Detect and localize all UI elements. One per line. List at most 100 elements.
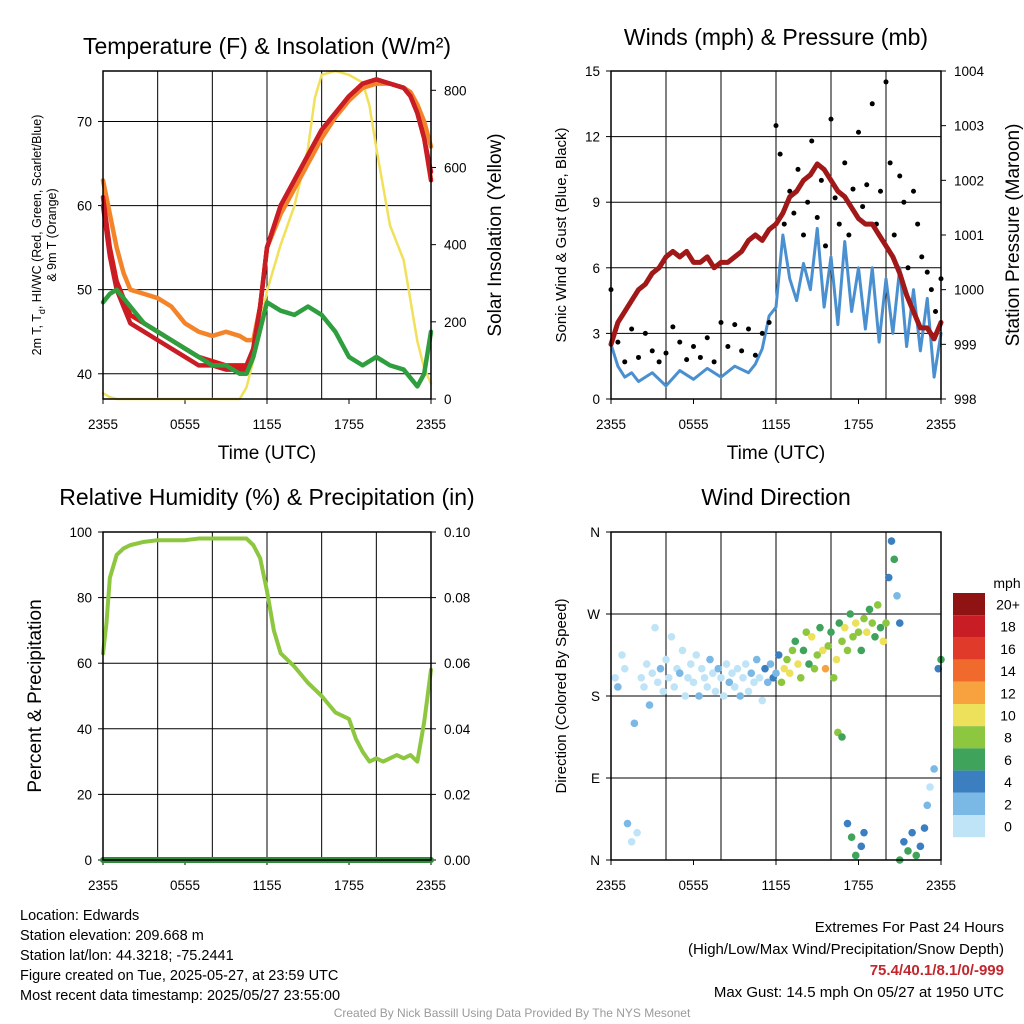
colorbar-label: 18 bbox=[1000, 619, 1016, 635]
direction-point bbox=[664, 673, 673, 682]
direction-point bbox=[785, 669, 794, 678]
direction-point bbox=[675, 669, 684, 678]
direction-point bbox=[916, 842, 925, 851]
direction-point bbox=[772, 669, 780, 678]
y-axis-label-subscript: d bbox=[37, 309, 47, 314]
direction-point bbox=[730, 683, 739, 691]
x-tick-label: 2355 bbox=[926, 417, 956, 432]
y-axis-label-line2: & 9m T (Orange) bbox=[45, 188, 59, 281]
timestamp-text: Most recent data timestamp: 2025/05/27 2… bbox=[20, 988, 341, 1004]
colorbar-label: 10 bbox=[1000, 708, 1016, 724]
direction-point bbox=[882, 619, 890, 627]
direction-point bbox=[630, 719, 639, 728]
direction-point bbox=[719, 692, 728, 700]
direction-point bbox=[887, 537, 896, 545]
y-axis-label: Sonic Wind & Gust (Blue, Black) bbox=[553, 127, 570, 342]
colorbar-label: 4 bbox=[1004, 774, 1012, 790]
gust-point bbox=[856, 129, 861, 135]
gust-point bbox=[828, 116, 834, 122]
x-tick-label: 0555 bbox=[170, 878, 200, 893]
temperature-panel: 40 50 60 70 0 200 400 600 800 2355 0555 1155 1755 235… bbox=[30, 33, 506, 464]
y-tick-label: 3 bbox=[592, 326, 600, 341]
colorbar-label: 16 bbox=[1000, 641, 1016, 657]
colorbar-swatch bbox=[953, 815, 985, 838]
x-tick-label: 0555 bbox=[678, 878, 708, 893]
direction-point bbox=[766, 660, 775, 668]
gust-point bbox=[704, 335, 710, 341]
direction-point bbox=[761, 664, 769, 673]
gust-point bbox=[915, 221, 921, 227]
direction-point bbox=[835, 619, 844, 627]
gust-point bbox=[832, 195, 838, 201]
direction-point bbox=[838, 637, 846, 646]
colorbar-label: 8 bbox=[1004, 730, 1012, 746]
x-axis-label: Time (UTC) bbox=[218, 443, 317, 464]
colorbar-label: 14 bbox=[1000, 663, 1016, 679]
gust-point bbox=[842, 160, 848, 166]
plot-border bbox=[102, 70, 432, 400]
direction-point bbox=[725, 678, 734, 687]
direction-point bbox=[744, 687, 753, 696]
credit-text: Created By Nick Bassill Using Data Provi… bbox=[333, 1006, 691, 1020]
direction-point bbox=[733, 664, 742, 673]
direction-point bbox=[700, 673, 709, 682]
y2-tick-label: 998 bbox=[954, 392, 977, 407]
x-tick-label: 1755 bbox=[334, 417, 364, 432]
colorbar-swatch bbox=[953, 637, 985, 660]
direction-point bbox=[684, 673, 692, 682]
y-tick-label: N bbox=[590, 525, 600, 540]
x-tick-label: 2355 bbox=[596, 417, 626, 432]
gust-point bbox=[911, 188, 916, 194]
y2-axis-label: Station Pressure (Maroon) bbox=[1003, 124, 1024, 347]
colorbar-swatch bbox=[953, 726, 985, 749]
y2-tick-label: 1004 bbox=[954, 64, 985, 79]
direction-point bbox=[843, 646, 852, 655]
y-tick-label: 6 bbox=[592, 261, 600, 276]
direction-point bbox=[860, 614, 868, 623]
y-axis-label-part: , HI/WC (Red, Green, Scarlet/Blue) bbox=[30, 115, 44, 310]
chart-title: Wind Direction bbox=[701, 484, 851, 510]
direction-point bbox=[862, 628, 871, 637]
gust-point bbox=[739, 348, 745, 354]
gust-point bbox=[773, 123, 779, 129]
direction-point bbox=[774, 651, 783, 659]
direction-point bbox=[791, 637, 800, 646]
direction-point bbox=[860, 828, 868, 837]
direction-point bbox=[799, 646, 808, 655]
plot-border bbox=[610, 70, 942, 400]
gust-point bbox=[891, 232, 897, 238]
gust-point bbox=[777, 151, 783, 157]
gust-point bbox=[677, 339, 683, 345]
gust-point bbox=[766, 319, 772, 325]
x-tick-label: 1155 bbox=[761, 417, 790, 432]
y-tick-label: N bbox=[590, 853, 600, 868]
y-axis-label-part: 2m T, T bbox=[30, 314, 44, 356]
direction-point bbox=[934, 664, 943, 673]
direction-point bbox=[623, 819, 632, 828]
y-tick-label: 70 bbox=[77, 114, 92, 129]
gust-point bbox=[878, 188, 883, 194]
direction-point bbox=[763, 678, 772, 687]
gust-point bbox=[901, 199, 907, 205]
direction-point bbox=[736, 692, 745, 700]
gust-point bbox=[850, 186, 856, 192]
x-tick-label: 2355 bbox=[88, 417, 118, 432]
y2-axis-label: Solar Insolation (Yellow) bbox=[485, 133, 506, 336]
gust-point bbox=[823, 243, 828, 249]
y2-tick-label: 600 bbox=[444, 160, 467, 175]
direction-point bbox=[930, 765, 938, 773]
direction-point bbox=[847, 833, 856, 842]
y-tick-label: 20 bbox=[77, 787, 92, 802]
direction-point bbox=[908, 828, 916, 837]
gust-point bbox=[732, 322, 738, 328]
gust-point bbox=[928, 287, 934, 293]
y2-tick-label: 999 bbox=[954, 337, 977, 352]
x-tick-label: 1155 bbox=[252, 417, 281, 432]
gust-point bbox=[725, 344, 731, 350]
wind-direction-panel: N E S W N 2355 0555 1155 1755 2355 Wind Direction D… bbox=[553, 484, 956, 893]
direction-point bbox=[633, 828, 641, 837]
direction-point bbox=[788, 646, 797, 655]
x-tick-label: 1755 bbox=[843, 417, 873, 432]
gust-point bbox=[905, 265, 911, 271]
direction-point bbox=[711, 687, 720, 696]
